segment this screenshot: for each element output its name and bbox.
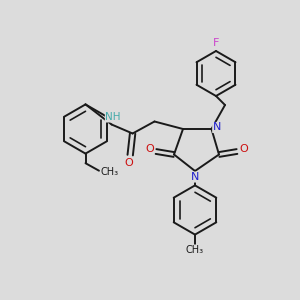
Text: F: F bbox=[213, 38, 219, 49]
Text: O: O bbox=[145, 144, 154, 154]
Text: NH: NH bbox=[105, 112, 121, 122]
Text: O: O bbox=[124, 158, 133, 168]
Text: N: N bbox=[213, 122, 221, 133]
Text: O: O bbox=[239, 144, 248, 154]
Text: N: N bbox=[191, 172, 199, 182]
Text: CH₃: CH₃ bbox=[186, 245, 204, 255]
Text: CH₃: CH₃ bbox=[100, 167, 118, 177]
